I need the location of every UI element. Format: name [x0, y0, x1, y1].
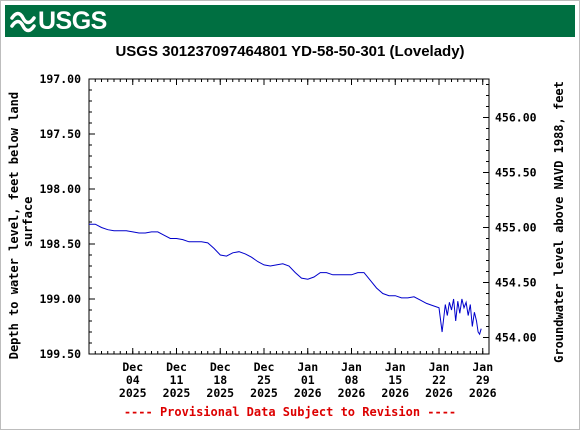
- x-tick-label: Jan 29 2026: [469, 360, 497, 400]
- right-tick-label: 456.00: [495, 111, 537, 125]
- x-tick-label: Dec 25 2025: [250, 360, 278, 400]
- left-tick-label: 198.50: [39, 237, 81, 251]
- x-tick-label: Dec 04 2025: [119, 360, 147, 400]
- provisional-data-note: ---- Provisional Data Subject to Revisio…: [124, 405, 456, 419]
- left-tick-label: 199.00: [39, 292, 81, 306]
- usgs-banner: USGS: [5, 5, 575, 37]
- series-line: [89, 223, 482, 336]
- right-y-axis: 454.00 454.50 455.00 455.50 456.00: [483, 84, 537, 345]
- left-tick-label: 199.50: [39, 347, 81, 361]
- right-axis-label: Groundwater level above NAVD 1988, feet: [552, 81, 566, 363]
- left-y-axis: 197.00 197.50 198.00 198.50 199.00 199.50: [39, 72, 95, 361]
- usgs-wave-icon: [10, 11, 36, 33]
- right-tick-label: 455.00: [495, 221, 537, 235]
- left-tick-label: 198.00: [39, 182, 81, 196]
- left-tick-label: 197.00: [39, 72, 81, 86]
- x-axis: Dec 04 2025 Dec 11 2025 Dec 18 2025 Dec 25 2025 Jan 0…: [88, 79, 497, 400]
- chart-title: USGS 301237097464801 YD-58-50-301 (Lovel…: [115, 43, 465, 60]
- plot-area: [88, 78, 490, 355]
- right-tick-label: 454.00: [495, 331, 537, 345]
- right-tick-label: 455.50: [495, 166, 537, 180]
- right-tick-label: 454.50: [495, 276, 537, 290]
- left-tick-label: 197.50: [39, 127, 81, 141]
- x-tick-label: Jan 08 2026: [338, 360, 366, 400]
- x-tick-label: Dec 18 2025: [206, 360, 234, 400]
- left-axis-label: Depth to water level, feet below land su…: [7, 85, 35, 360]
- x-tick-label: Jan 22 2026: [425, 360, 453, 400]
- x-tick-label: Dec 11 2025: [163, 360, 191, 400]
- x-tick-label: Jan 15 2026: [381, 360, 409, 400]
- x-tick-label: Jan 01 2026: [294, 360, 322, 400]
- usgs-logo-text: USGS: [38, 7, 107, 35]
